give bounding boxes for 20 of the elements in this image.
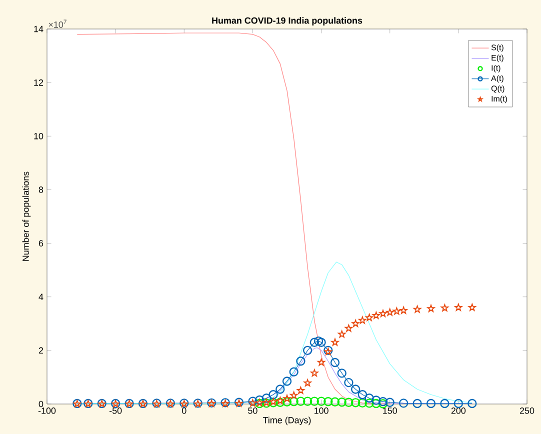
x-tick-label: 0 [182,408,186,414]
y-tick-label: 0 [38,400,44,408]
x-tick-label: 150 [383,408,397,414]
y-tick-label: 12 [34,79,44,86]
x-tick-label: 100 [314,408,328,414]
x-tick-label: -50 [110,408,122,414]
x-tick-label: -100 [38,408,56,414]
x-axis-title: Time (Days) [262,416,311,426]
text: ×10$^{7}$ [48,20,66,28]
y-tick-label: 4 [38,294,44,300]
y-tick-label: 14 [34,26,44,32]
y-tick-label: 2 [38,347,44,354]
chart-title: Human COVID-19 India populations [212,17,362,26]
x-tick-label: 250 [520,408,534,414]
x-tick-label: 200 [451,408,466,414]
y-tick-label: 8 [38,186,44,193]
x-tick-label: 50 [248,408,258,414]
y-tick-label: 6 [38,240,44,246]
y-tick-label: 10 [34,132,44,140]
y-axis-title: Number of populations [22,172,31,261]
